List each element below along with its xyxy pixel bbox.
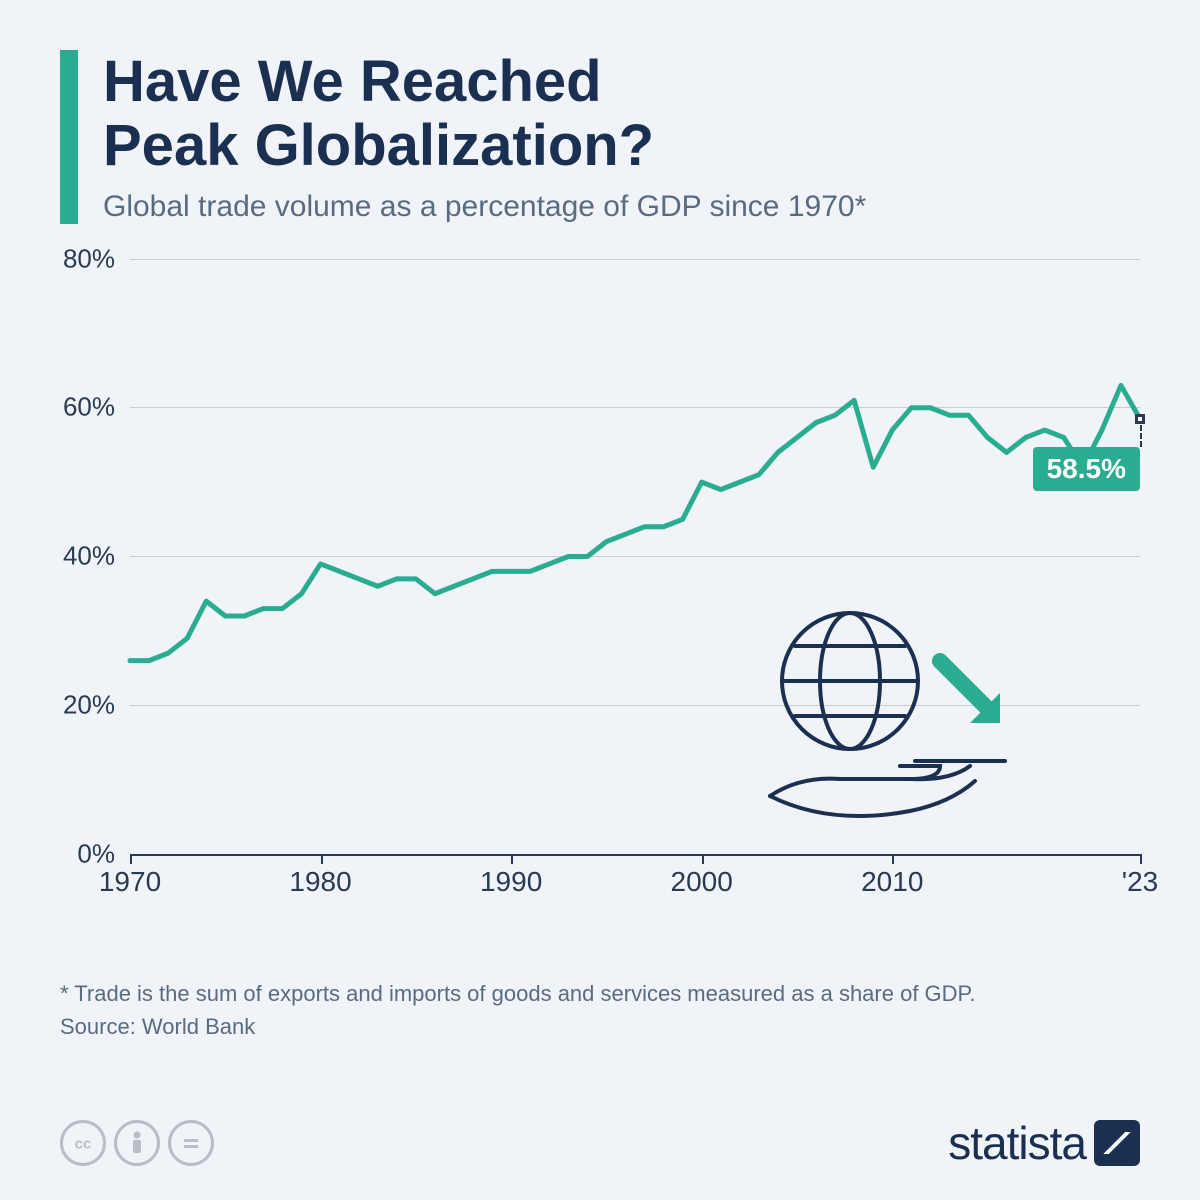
footnote: * Trade is the sum of exports and import… [60,977,1140,1043]
x-tick [892,854,894,864]
by-icon [114,1120,160,1166]
x-tick [321,854,323,864]
x-axis-label: 2000 [671,866,733,898]
svg-text:cc: cc [75,1135,92,1152]
x-tick [1140,854,1142,864]
x-tick [702,854,704,864]
nd-icon [168,1120,214,1166]
x-tick [130,854,132,864]
y-axis-label: 20% [35,689,115,720]
footnote-definition: * Trade is the sum of exports and import… [60,977,1140,1010]
title-block: Have We Reached Peak Globalization? Glob… [103,50,1140,224]
logo-mark-icon [1094,1120,1140,1166]
footnote-source: Source: World Bank [60,1010,1140,1043]
header: Have We Reached Peak Globalization? Glob… [60,50,1140,224]
line-chart: 0%20%40%60%80%19701980199020002010'2358.… [60,259,1140,919]
x-axis [130,854,1140,856]
globe-hand-icon [740,601,1040,841]
end-marker [1135,414,1145,424]
statista-logo: statista [948,1116,1140,1170]
footer: cc statista [60,1116,1140,1170]
x-axis-label: 2010 [861,866,923,898]
logo-text: statista [948,1116,1086,1170]
page-title: Have We Reached Peak Globalization? [103,50,1140,178]
value-callout: 58.5% [1033,447,1140,491]
x-axis-label: 1980 [289,866,351,898]
y-axis-label: 40% [35,541,115,572]
y-axis-label: 60% [35,392,115,423]
cc-icon: cc [60,1120,106,1166]
subtitle: Global trade volume as a percentage of G… [103,190,1140,224]
x-axis-label: '23 [1122,866,1159,898]
callout-leader [1140,425,1142,447]
accent-bar [60,50,78,224]
title-line-1: Have We Reached [103,49,602,114]
title-line-2: Peak Globalization? [103,113,654,178]
x-tick [511,854,513,864]
x-axis-label: 1990 [480,866,542,898]
y-axis-label: 0% [35,838,115,869]
x-axis-label: 1970 [99,866,161,898]
license-badges: cc [60,1120,214,1166]
y-axis-label: 80% [35,243,115,274]
